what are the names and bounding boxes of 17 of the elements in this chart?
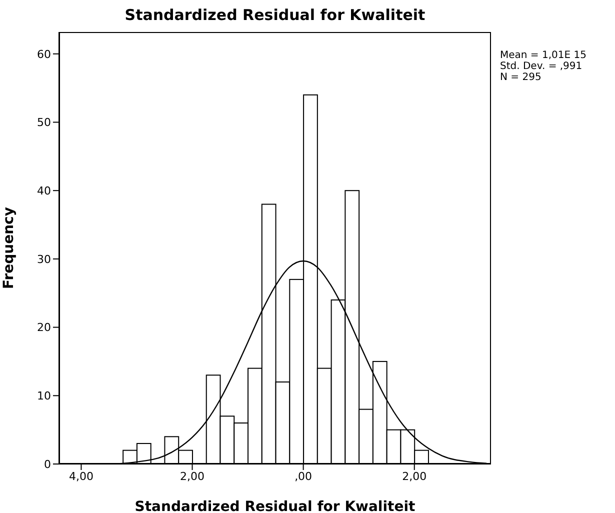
y-tick-label: 30 (37, 252, 51, 266)
y-axis-title: Frequency (0, 207, 17, 289)
x-tick-label: 4,00 (68, 470, 94, 483)
chart-title: Standardized Residual for Kwaliteit (124, 6, 426, 24)
x-axis-title: Standardized Residual for Kwaliteit (134, 499, 416, 513)
y-tick-label: 60 (37, 48, 51, 61)
x-tick-label: ,00 (294, 470, 312, 483)
y-tick-label: 10 (37, 390, 51, 403)
text: Std. Dev. = ,991 (500, 61, 584, 72)
y-tick-label: 0 (44, 458, 51, 471)
y-tick-label: 50 (37, 116, 51, 130)
y-tick-label: 40 (37, 184, 51, 198)
text: N = 295 (500, 72, 542, 83)
text: Mean = 1,01E 15 (500, 50, 586, 61)
x-tick-label: 2,00 (402, 470, 427, 483)
y-tick-label: 20 (37, 321, 51, 334)
x-tick-label: 2,00 (180, 470, 205, 483)
